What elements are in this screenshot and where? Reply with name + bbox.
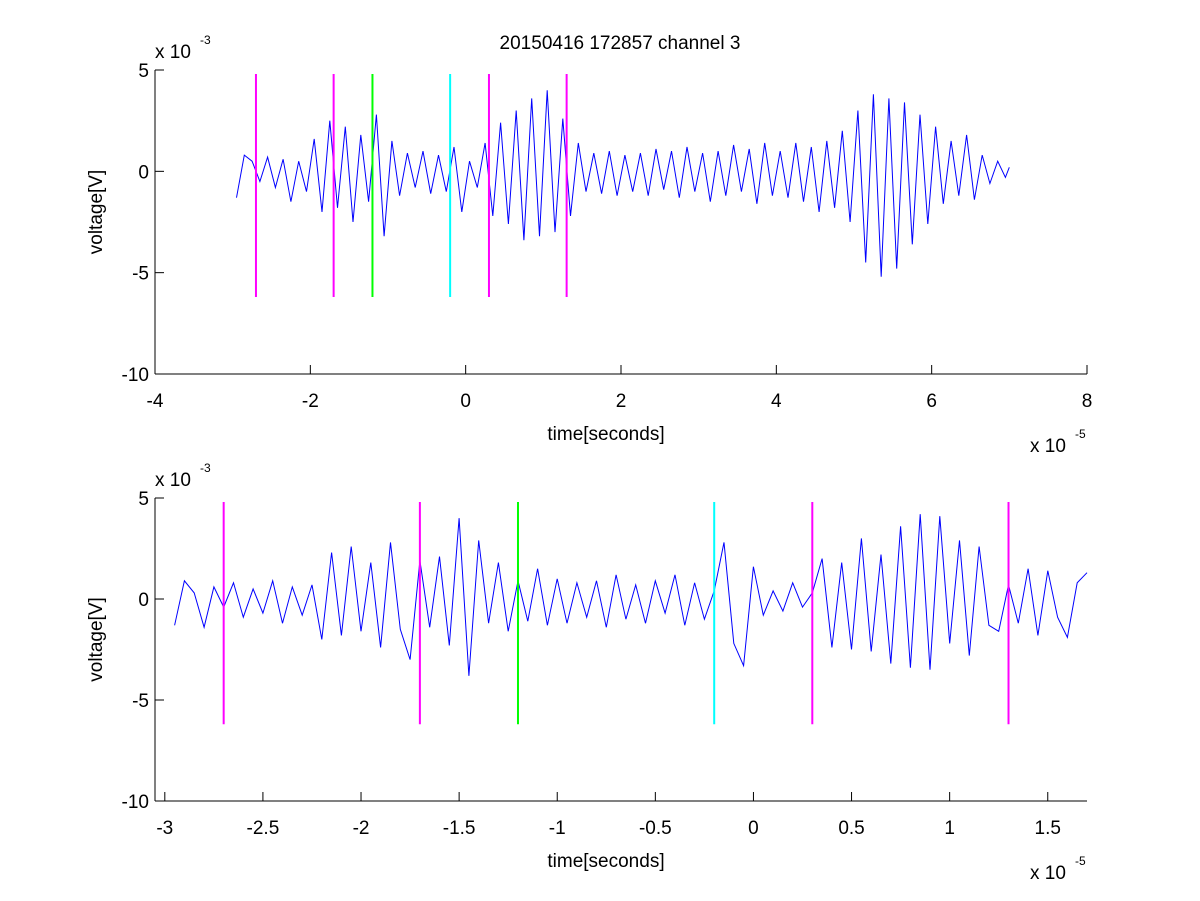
- plot1-y-multiplier: x 10: [155, 42, 191, 63]
- plot2-y-tick-label: 0: [138, 590, 149, 611]
- plot1-x-tick-label: -4: [147, 391, 164, 412]
- plot1-x-tick-label: 6: [926, 391, 937, 412]
- plot2-x-exponent: -5: [1075, 854, 1086, 868]
- plot1-y-exponent: -3: [200, 33, 211, 47]
- plot1-y-axis-label: voltage[V]: [86, 170, 107, 255]
- plot2-y-tick-label: -5: [132, 691, 149, 712]
- plot2-x-tick-label: -1.5: [443, 818, 476, 839]
- plot1-x-multiplier: x 10: [1030, 436, 1066, 457]
- plot2-x-multiplier: x 10: [1030, 863, 1066, 884]
- plot2-x-tick-label: 0: [748, 818, 759, 839]
- plot1-x-tick-label: 8: [1082, 391, 1093, 412]
- plot2-x-tick-label: 1: [944, 818, 955, 839]
- plot2-y-tick-label: 5: [138, 489, 149, 510]
- plot2-x-tick-label: -2: [353, 818, 370, 839]
- plot1-x-tick-label: 4: [771, 391, 782, 412]
- plot1-x-tick-label: 0: [460, 391, 471, 412]
- plot1-x-tick-label: 2: [616, 391, 627, 412]
- plot1-signal-line: [236, 90, 1010, 277]
- figure-title: 20150416 172857 channel 3: [500, 33, 741, 54]
- plot2-y-axis-label: voltage[V]: [86, 597, 107, 682]
- plot2-x-tick-label: -1: [549, 818, 566, 839]
- plot2-x-tick-label: -2.5: [247, 818, 280, 839]
- plot1-y-tick-label: 0: [138, 162, 149, 183]
- plot1-y-tick-label: 5: [138, 61, 149, 82]
- plot2-x-tick-label: 1.5: [1035, 818, 1061, 839]
- plot2-x-tick-label: -3: [156, 818, 173, 839]
- plot2-x-tick-label: 0.5: [838, 818, 864, 839]
- plot2-y-tick-label: -10: [122, 792, 149, 813]
- plot2-y-multiplier: x 10: [155, 470, 191, 491]
- plot1-y-tick-label: -10: [122, 365, 149, 386]
- plot2-y-exponent: -3: [200, 461, 211, 475]
- plot1-x-tick-label: -2: [302, 391, 319, 412]
- plot1-x-exponent: -5: [1075, 427, 1086, 441]
- plot2-signal-line: [174, 514, 1088, 676]
- plot1-x-axis-label: time[seconds]: [547, 424, 664, 445]
- plot2-x-tick-label: -0.5: [639, 818, 672, 839]
- plot2-x-axis-label: time[seconds]: [547, 851, 664, 872]
- plot1-y-tick-label: -5: [132, 264, 149, 285]
